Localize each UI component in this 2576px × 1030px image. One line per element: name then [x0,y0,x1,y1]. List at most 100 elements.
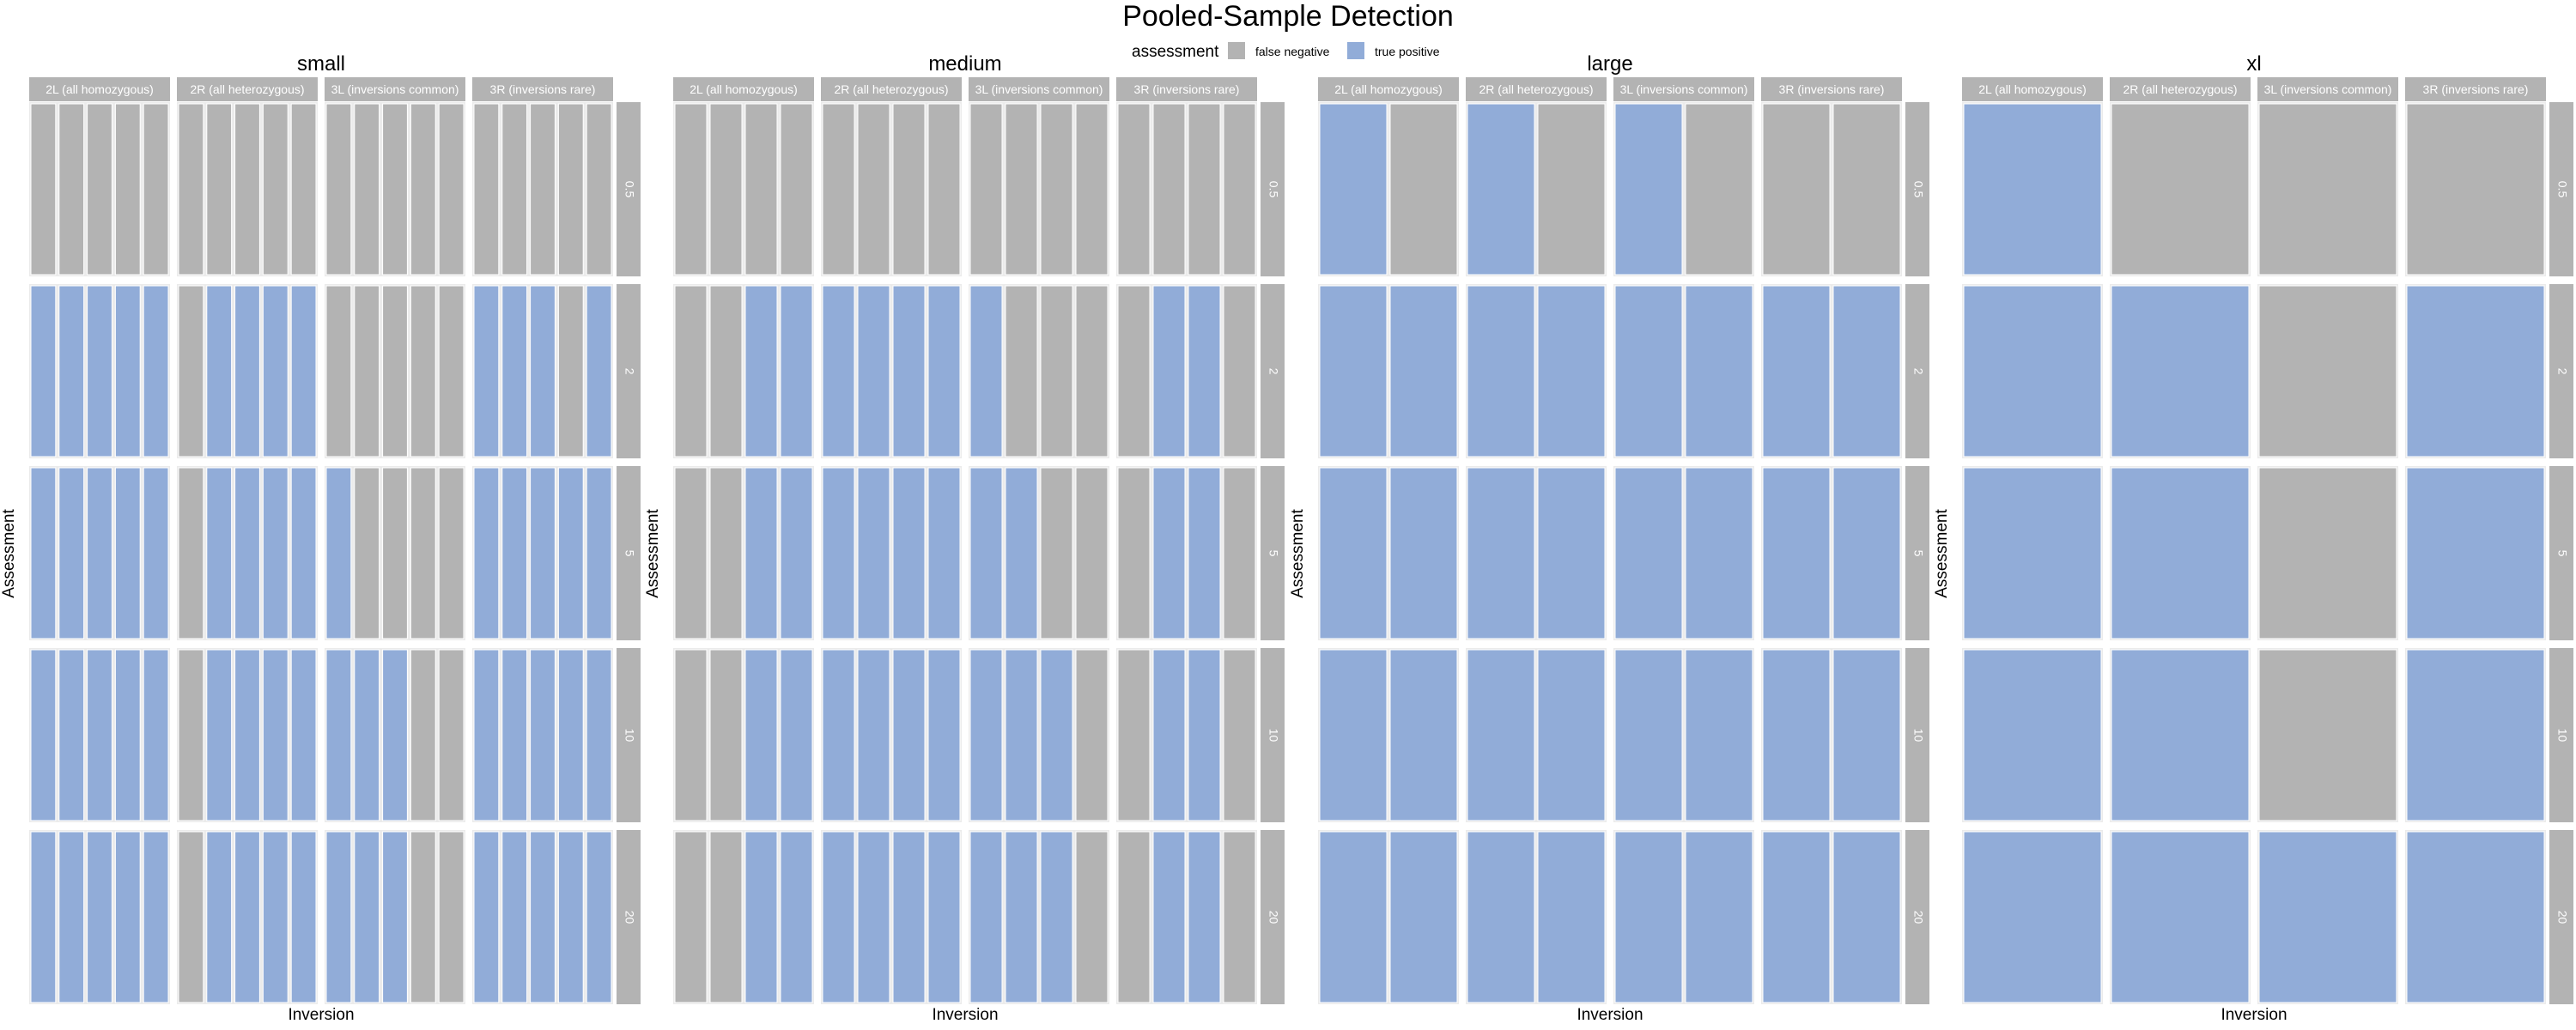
heatmap-cell-medium-r1-c3-s2 [1188,285,1221,457]
heatmap-cell-small-r1-c1-s0 [178,285,204,457]
heatmap-cell-small-r1-c1-s4 [290,285,317,457]
heatmap-cell-small-r1-c3-s3 [557,285,584,457]
column-strip-label: 2L (all homozygous) [1334,82,1443,96]
heatmap-cell-small-r1-c2-s4 [438,285,465,457]
heatmap-cell-small-r0-c1-s4 [290,103,317,276]
heatmap-cell-small-r0-c3-s3 [557,103,584,276]
x-axis-label-xl: Inversion [2221,1006,2287,1024]
heatmap-cell-large-r0-c0-s1 [1389,103,1458,276]
heatmap-cell-medium-r3-c3-s1 [1152,649,1186,821]
column-strip-medium-1 [821,77,962,101]
heatmap-cell-xl-r3-c1-s0 [2111,649,2250,821]
column-strip-label: 2R (all heterozygous) [190,82,304,96]
y-axis-label-xl: Assessment [1933,509,1951,598]
heatmap-cell-large-r4-c2-s1 [1685,831,1753,1003]
pool-group-medium: medium Assessment Inversion 2L (all homozyg… [644,52,1285,1024]
heatmap-cell-large-r0-c2-s0 [1614,103,1683,276]
heatmap-cell-medium-r4-c2-s3 [1075,831,1109,1003]
heatmap-cell-medium-r0-c3-s2 [1188,103,1221,276]
heatmap-cell-medium-r4-c3-s2 [1188,831,1221,1003]
column-strip-xl-1 [2110,77,2251,101]
heatmap-cell-small-r3-c3-s3 [557,649,584,821]
column-strip-label: 3R (inversions rare) [2423,82,2529,96]
column-strip-label: 3L (inversions common) [1620,82,1748,96]
row-strip-label: 10 [623,729,636,742]
column-strip-large-0 [1318,77,1459,101]
heatmap-cell-medium-r1-c0-s3 [780,285,813,457]
heatmap-cell-small-r2-c3-s2 [530,467,556,639]
heatmap-cell-medium-r0-c0-s0 [674,103,708,276]
heatmap-cell-medium-r3-c1-s2 [892,649,926,821]
heatmap-cell-small-r0-c3-s0 [473,103,500,276]
heatmap-cell-medium-r0-c3-s1 [1152,103,1186,276]
heatmap-cell-large-r0-c0-s0 [1319,103,1388,276]
row-strip-xl-4 [2549,830,2573,1004]
heatmap-cell-xl-r1-c2-s0 [2258,285,2397,457]
row-strip-label: 10 [1911,729,1925,742]
heatmap-cell-small-r3-c0-s1 [58,649,85,821]
pool-group-small: small Assessment Inversion 2L (all homozygo… [0,52,641,1024]
heatmap-cell-large-r2-c1-s0 [1467,467,1535,639]
column-strip-medium-3 [1116,77,1257,101]
heatmap-cell-medium-r1-c3-s1 [1152,285,1186,457]
heatmap-cell-small-r0-c0-s4 [143,103,169,276]
legend-swatch-true-positive [1347,42,1364,59]
heatmap-cell-medium-r2-c2-s3 [1075,467,1109,639]
row-strip-label: 0.5 [2555,181,2569,198]
column-strip-label: 3L (inversions common) [331,82,459,96]
row-strip-label: 2 [1267,368,1280,375]
heatmap-cell-xl-r4-c1-s0 [2111,831,2250,1003]
heatmap-cell-small-r3-c2-s0 [325,649,352,821]
heatmap-cell-large-r3-c3-s0 [1762,649,1831,821]
column-strip-large-2 [1613,77,1754,101]
row-strip-large-0 [1905,102,1929,276]
heatmap-cell-medium-r4-c3-s1 [1152,831,1186,1003]
legend: assessment false negative true positive [1132,42,1440,61]
heatmap-cell-medium-r3-c2-s0 [969,649,1003,821]
heatmap-cell-medium-r3-c1-s3 [927,649,961,821]
heatmap-cell-small-r2-c3-s3 [557,467,584,639]
heatmap-cell-small-r0-c0-s3 [114,103,141,276]
heatmap-cell-large-r2-c0-s1 [1389,467,1458,639]
heatmap-cell-medium-r3-c0-s0 [674,649,708,821]
heatmap-cell-xl-r0-c3-s0 [2406,103,2545,276]
heatmap-cell-medium-r2-c1-s0 [822,467,855,639]
heatmap-cell-small-r3-c3-s2 [530,649,556,821]
heatmap-cell-large-r2-c1-s1 [1537,467,1606,639]
heatmap-cell-xl-r0-c1-s0 [2111,103,2250,276]
heatmap-cell-xl-r4-c3-s0 [2406,831,2545,1003]
heatmap-cell-large-r3-c0-s1 [1389,649,1458,821]
heatmap-cell-small-r0-c0-s0 [30,103,57,276]
heatmap-cell-medium-r4-c3-s0 [1117,831,1151,1003]
column-strip-label: 3L (inversions common) [2264,82,2392,96]
row-strip-small-4 [617,830,641,1004]
column-strip-small-1 [177,77,318,101]
heatmap-cell-small-r4-c1-s2 [234,831,260,1003]
heatmap-cell-small-r1-c2-s1 [354,285,380,457]
heatmap-cell-small-r2-c0-s1 [58,467,85,639]
row-strip-medium-2 [1261,466,1285,640]
heatmap-cell-small-r2-c3-s1 [501,467,528,639]
heatmap-cell-xl-r4-c2-s0 [2258,831,2397,1003]
heatmap-cell-medium-r2-c1-s3 [927,467,961,639]
heatmap-cell-small-r4-c2-s2 [382,831,408,1003]
heatmap-cell-xl-r3-c2-s0 [2258,649,2397,821]
heatmap-cell-medium-r4-c2-s0 [969,831,1003,1003]
heatmap-cell-small-r0-c1-s2 [234,103,260,276]
heatmap-cell-large-r0-c3-s0 [1762,103,1831,276]
heatmap-cell-medium-r0-c1-s1 [857,103,890,276]
row-strip-large-1 [1905,284,1929,458]
heatmap-cell-medium-r1-c1-s2 [892,285,926,457]
pool-group-xl: xl Assessment Inversion 2L (all homozygous)… [1933,52,2573,1024]
heatmap-cell-medium-r4-c0-s2 [744,831,778,1003]
heatmap-cell-medium-r0-c0-s1 [709,103,743,276]
heatmap-cell-small-r4-c1-s3 [262,831,289,1003]
row-strip-label: 5 [1911,550,1925,557]
heatmap-cell-medium-r3-c0-s2 [744,649,778,821]
heatmap-cell-small-r0-c1-s3 [262,103,289,276]
row-strip-label: 5 [2555,550,2569,557]
column-strip-large-3 [1761,77,1902,101]
heatmap-cell-medium-r0-c3-s0 [1117,103,1151,276]
row-strip-label: 5 [623,550,636,557]
heatmap-cell-medium-r0-c0-s2 [744,103,778,276]
